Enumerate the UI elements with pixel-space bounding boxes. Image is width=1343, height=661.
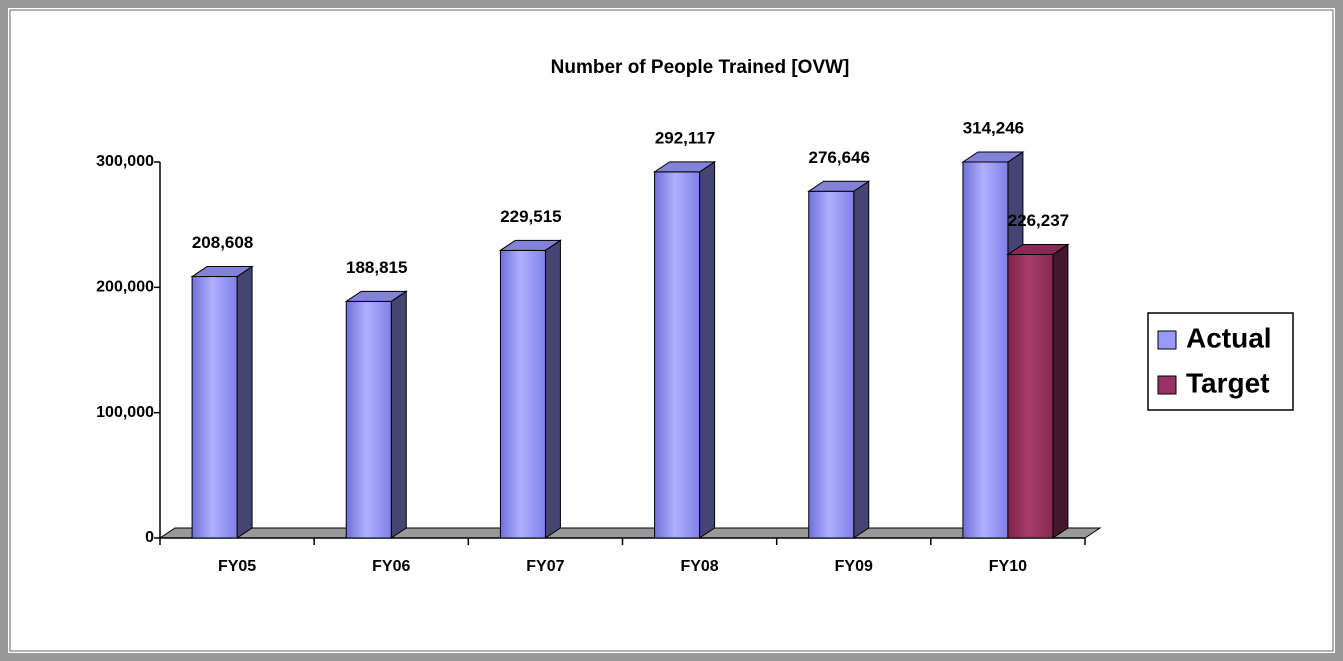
bar-top [652,161,717,173]
data-label: 229,515 [500,207,561,226]
bar [808,190,855,539]
bar-side [544,239,561,539]
y-tick-label: 100,000 [96,404,154,421]
bar-top [807,180,871,192]
bar-top [344,290,408,302]
data-label: 314,246 [963,118,1024,137]
legend-swatch [1157,375,1177,395]
data-label: 188,815 [346,258,407,277]
x-tick-label: FY06 [372,558,410,575]
bar [654,171,701,539]
y-tick-label: 200,000 [96,279,154,296]
data-label: 208,608 [192,233,253,252]
bar-side [236,265,253,539]
bar [499,249,546,539]
bar-side [1052,243,1069,539]
bar-top [498,239,563,251]
x-tick-label: FY05 [218,558,256,575]
x-tick-label: FY07 [526,558,564,575]
bar-top [190,266,254,278]
bar [1007,253,1054,539]
x-tick-label: FY08 [680,558,718,575]
bar-side [699,160,716,539]
inner-frame [9,9,1334,652]
legend-swatch [1157,330,1177,350]
bar [191,276,238,539]
bar-side [853,180,870,539]
x-tick-label: FY09 [835,558,873,575]
bar-side [390,290,407,539]
bar-top [961,151,1025,163]
chart-title: Number of People Trained [OVW] [551,57,850,78]
bar-top [1006,243,1070,255]
floor [158,527,1102,539]
legend-label: Actual [1186,322,1272,353]
bar [345,300,392,539]
y-tick-label: 300,000 [96,153,154,170]
data-label: 226,237 [1008,211,1069,230]
data-label: 276,646 [809,148,870,167]
data-label: 292,117 [655,128,716,147]
x-tick-label: FY10 [989,558,1027,575]
y-tick-label: 0 [145,529,154,546]
bar [962,161,1009,539]
legend-label: Target [1186,367,1270,398]
